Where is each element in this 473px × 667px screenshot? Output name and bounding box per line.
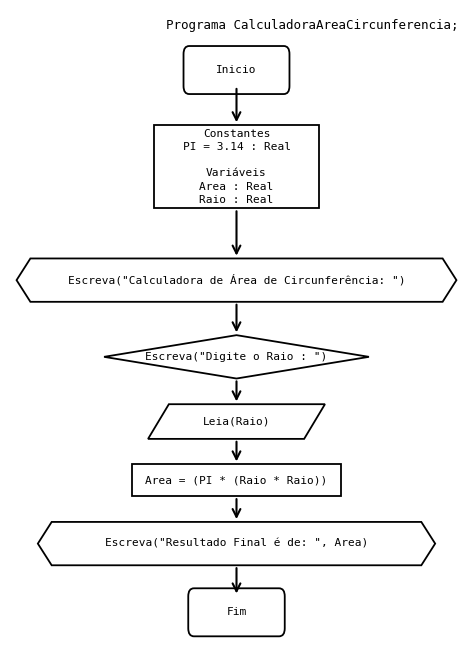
Bar	[132, 464, 341, 496]
Polygon shape	[38, 522, 435, 566]
Bar	[154, 125, 319, 208]
Text: Inicio: Inicio	[216, 65, 257, 75]
Text: Escreva("Calculadora de Área de Circunferência: "): Escreva("Calculadora de Área de Circunfe…	[68, 274, 405, 286]
FancyBboxPatch shape	[188, 588, 285, 636]
Polygon shape	[104, 335, 369, 379]
Polygon shape	[17, 259, 456, 301]
Text: Constantes
PI = 3.14 : Real

Variáveis
Area : Real
Raio : Real: Constantes PI = 3.14 : Real Variáveis Ar…	[183, 129, 290, 205]
Text: Leia(Raio): Leia(Raio)	[203, 417, 270, 426]
Text: Programa CalculadoraAreaCircunferencia;: Programa CalculadoraAreaCircunferencia;	[166, 19, 459, 31]
Text: Fim: Fim	[227, 608, 246, 617]
Text: Escreva("Resultado Final é de: ", Area): Escreva("Resultado Final é de: ", Area)	[105, 539, 368, 548]
FancyBboxPatch shape	[184, 46, 289, 94]
Text: Area = (PI * (Raio * Raio)): Area = (PI * (Raio * Raio))	[145, 476, 328, 485]
Polygon shape	[148, 404, 325, 439]
Text: Escreva("Digite o Raio : "): Escreva("Digite o Raio : ")	[145, 352, 328, 362]
